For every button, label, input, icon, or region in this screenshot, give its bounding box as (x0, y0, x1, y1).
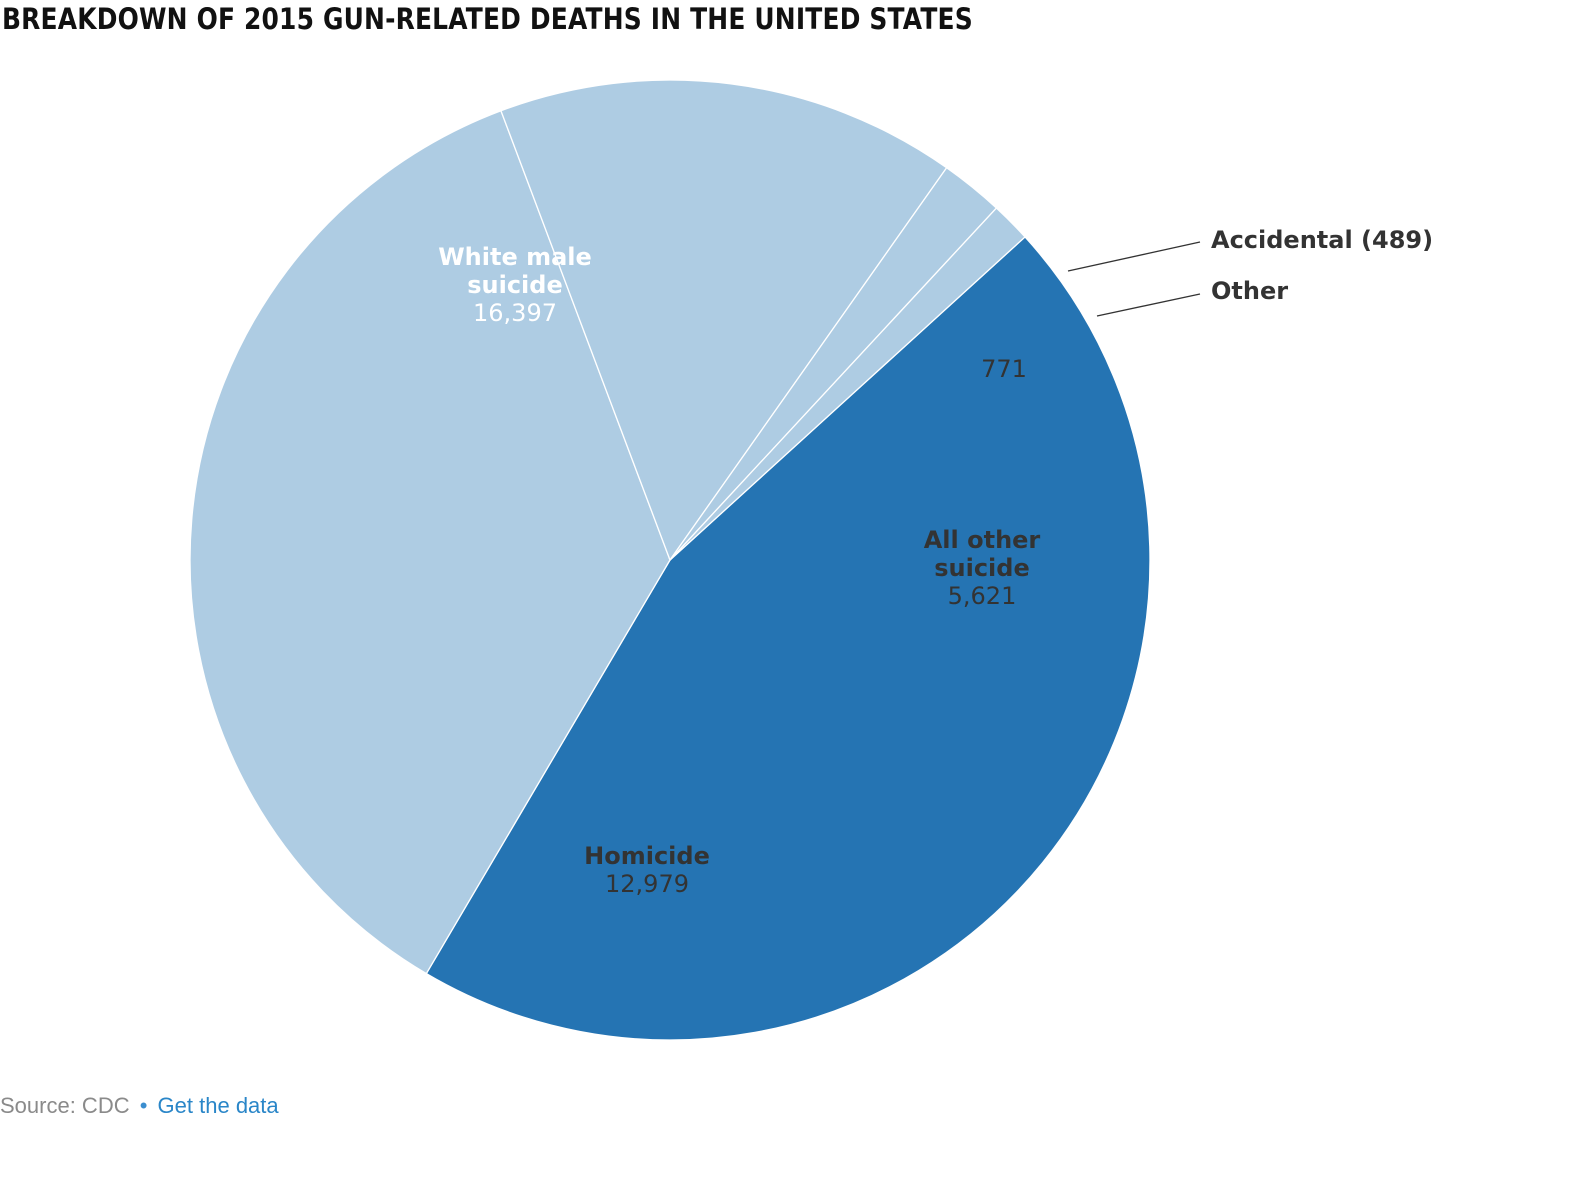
pie-slices (189, 79, 1151, 1041)
get-the-data-link[interactable]: Get the data (157, 1093, 279, 1118)
slice-value-all-other-suicide: 5,621 (948, 582, 1017, 610)
slice-label-all-other-suicide-1: All other (924, 526, 1041, 554)
bullet-separator: • (139, 1093, 148, 1118)
slice-label-homicide: Homicide (584, 842, 710, 870)
slice-value-white-male-suicide: 16,397 (473, 299, 557, 327)
slice-value-other: 771 (981, 355, 1027, 383)
pie-slice-homicide (189, 109, 671, 975)
pie-slice-accidental (669, 207, 1026, 561)
callout-line-accidental (1067, 241, 1201, 272)
footer: Source: CDC • Get the data (0, 1093, 279, 1119)
pie-chart: White male suicide 16,397 Homicide 12,97… (189, 79, 1433, 1041)
slice-value-homicide: 12,979 (605, 870, 689, 898)
slice-label-all-other-suicide-2: suicide (934, 554, 1030, 582)
source-text: Source: CDC (0, 1093, 130, 1118)
pie-slice-white-male-suicide (425, 236, 1151, 1041)
slice-label-white-male-suicide-2: suicide (467, 271, 563, 299)
slice-label-white-male-suicide-1: White male (438, 243, 592, 271)
chart-title: BREAKDOWN OF 2015 GUN-RELATED DEATHS IN … (2, 2, 973, 36)
callout-label-other: Other (1211, 277, 1288, 305)
callout-label-accidental: Accidental (489) (1211, 226, 1433, 254)
pie-slice-all-other-suicide (500, 79, 948, 562)
callout-line-other (1096, 293, 1201, 317)
